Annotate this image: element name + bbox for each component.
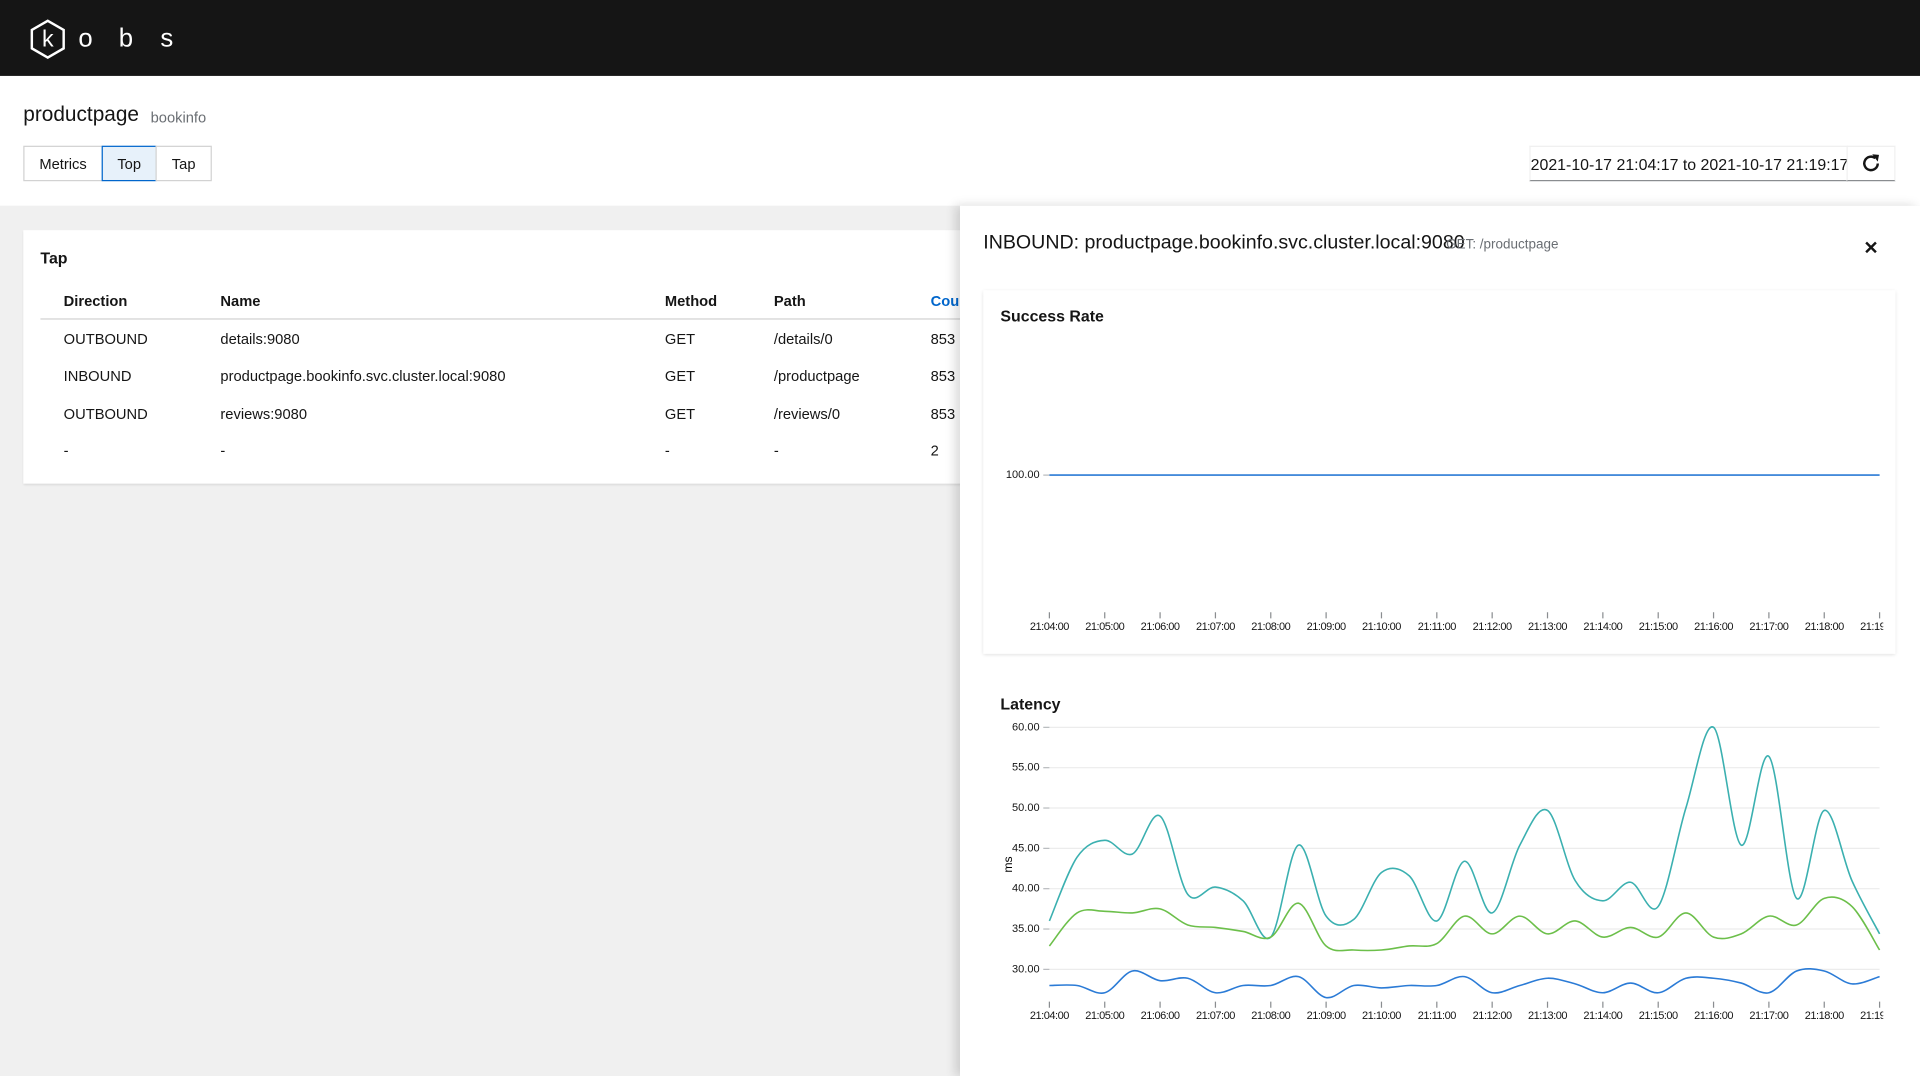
x-tick-label: 21:04:00: [1030, 621, 1069, 633]
table-cell: -: [220, 441, 226, 460]
x-tick-label: 21:08:00: [1251, 621, 1290, 633]
table-cell: 853: [930, 367, 956, 385]
table-cell: reviews:9080: [220, 404, 308, 422]
table-cell: GET: [664, 404, 696, 422]
x-tick-label: 21:15:00: [1639, 1010, 1678, 1022]
chart-title: Success Rate: [1000, 308, 1104, 325]
drawer-title: INBOUND: productpage.bookinfo.svc.cluste…: [983, 232, 1465, 254]
table-cell: GET: [664, 367, 696, 385]
page-subtitle: bookinfo: [150, 108, 207, 127]
card-title: Tap: [40, 248, 68, 267]
x-tick-label: 21:09:00: [1307, 621, 1346, 633]
series-line: [1048, 726, 1881, 940]
table-cell: INBOUND: [63, 367, 132, 385]
x-tick-label: 21:18:00: [1805, 1010, 1844, 1022]
page-title: productpage: [23, 102, 140, 127]
y-tick-label: 100.00: [1006, 469, 1040, 481]
x-tick-label: 21:13:00: [1528, 1010, 1567, 1022]
table-cell: -: [63, 441, 69, 460]
table-cell: /reviews/0: [773, 404, 841, 422]
x-tick-label: 21:10:00: [1362, 1010, 1401, 1022]
x-tick-label: 21:16:00: [1694, 1010, 1733, 1022]
table-cell: /details/0: [773, 330, 833, 348]
table-cell: -: [664, 441, 670, 460]
table-cell: productpage.bookinfo.svc.cluster.local:9…: [220, 367, 506, 385]
table-cell: 853: [930, 404, 956, 422]
top-bar: k o b s: [0, 0, 1920, 76]
x-tick-label: 21:13:00: [1528, 621, 1567, 633]
table-cell: 853: [930, 330, 956, 348]
x-tick-label: 21:17:00: [1749, 1010, 1788, 1022]
x-tick-label: 21:11:00: [1418, 621, 1457, 633]
x-tick-label: 21:06:00: [1141, 1010, 1180, 1022]
x-tick-label: 21:18:00: [1805, 621, 1844, 633]
y-tick-label: 30.00: [1012, 963, 1040, 975]
x-tick-label: 21:19:00: [1860, 621, 1899, 633]
brand-letter: o: [78, 24, 93, 53]
refresh-icon: [1863, 154, 1879, 172]
refresh-button[interactable]: [1846, 145, 1896, 182]
x-tick-label: 21:11:00: [1418, 1010, 1457, 1022]
table-cell: OUTBOUND: [63, 330, 148, 348]
x-tick-label: 21:12:00: [1473, 621, 1512, 633]
brand-letter: b: [118, 24, 134, 53]
tab[interactable]: Tap: [155, 145, 212, 182]
column-header: Direction: [63, 292, 128, 310]
table-cell: OUTBOUND: [63, 404, 148, 422]
y-tick-label: 35.00: [1012, 923, 1040, 935]
time-range[interactable]: 2021-10-17 21:04:17 to 2021-10-17 21:19:…: [1529, 145, 1848, 182]
table-cell: 2: [930, 441, 939, 460]
x-tick-label: 21:17:00: [1749, 621, 1788, 633]
column-header: Name: [220, 292, 261, 310]
x-tick-label: 21:07:00: [1196, 1010, 1235, 1022]
table-cell: /productpage: [773, 367, 860, 385]
series-line: [1049, 968, 1880, 999]
x-tick-label: 21:10:00: [1362, 621, 1401, 633]
tab[interactable]: Top: [101, 145, 157, 182]
tap-card: Tap: [23, 230, 1003, 484]
x-tick-label: 21:14:00: [1583, 1010, 1622, 1022]
x-tick-label: 21:09:00: [1307, 1010, 1346, 1022]
y-tick-label: 40.00: [1012, 883, 1040, 895]
logo: k: [30, 19, 65, 59]
x-tick-label: 21:19:00: [1860, 1010, 1899, 1022]
table-cell: -: [773, 441, 779, 460]
y-tick-label: 50.00: [1012, 802, 1040, 814]
x-tick-label: 21:08:00: [1251, 1010, 1290, 1022]
drawer-subtitle: GET: /productpage: [1446, 237, 1559, 253]
x-tick-label: 21:06:00: [1141, 621, 1180, 633]
x-tick-label: 21:07:00: [1196, 621, 1235, 633]
x-tick-label: 21:12:00: [1473, 1010, 1512, 1022]
x-tick-label: 21:05:00: [1085, 621, 1124, 633]
y-tick-label: 55.00: [1012, 762, 1040, 774]
x-tick-label: 21:14:00: [1583, 621, 1622, 633]
x-tick-label: 21:05:00: [1085, 1010, 1124, 1022]
column-header: Method: [664, 292, 718, 310]
x-tick-label: 21:16:00: [1694, 621, 1733, 633]
close-button[interactable]: [1862, 239, 1879, 256]
y-axis-label: ms: [1001, 856, 1015, 872]
chart-title: Latency: [1000, 697, 1060, 714]
x-tick-label: 21:15:00: [1639, 621, 1678, 633]
chart-card: [983, 290, 1896, 654]
x-tick-label: 21:04:00: [1030, 1010, 1069, 1022]
table-cell: details:9080: [220, 330, 300, 348]
brand-letter: s: [160, 24, 174, 53]
header-rule: [40, 318, 1003, 320]
y-tick-label: 60.00: [1012, 721, 1040, 733]
y-tick-label: 45.00: [1012, 842, 1040, 854]
table-cell: GET: [664, 330, 696, 348]
logo-letter: k: [42, 26, 54, 52]
series-line: [1048, 896, 1881, 952]
column-header: Path: [773, 292, 806, 310]
